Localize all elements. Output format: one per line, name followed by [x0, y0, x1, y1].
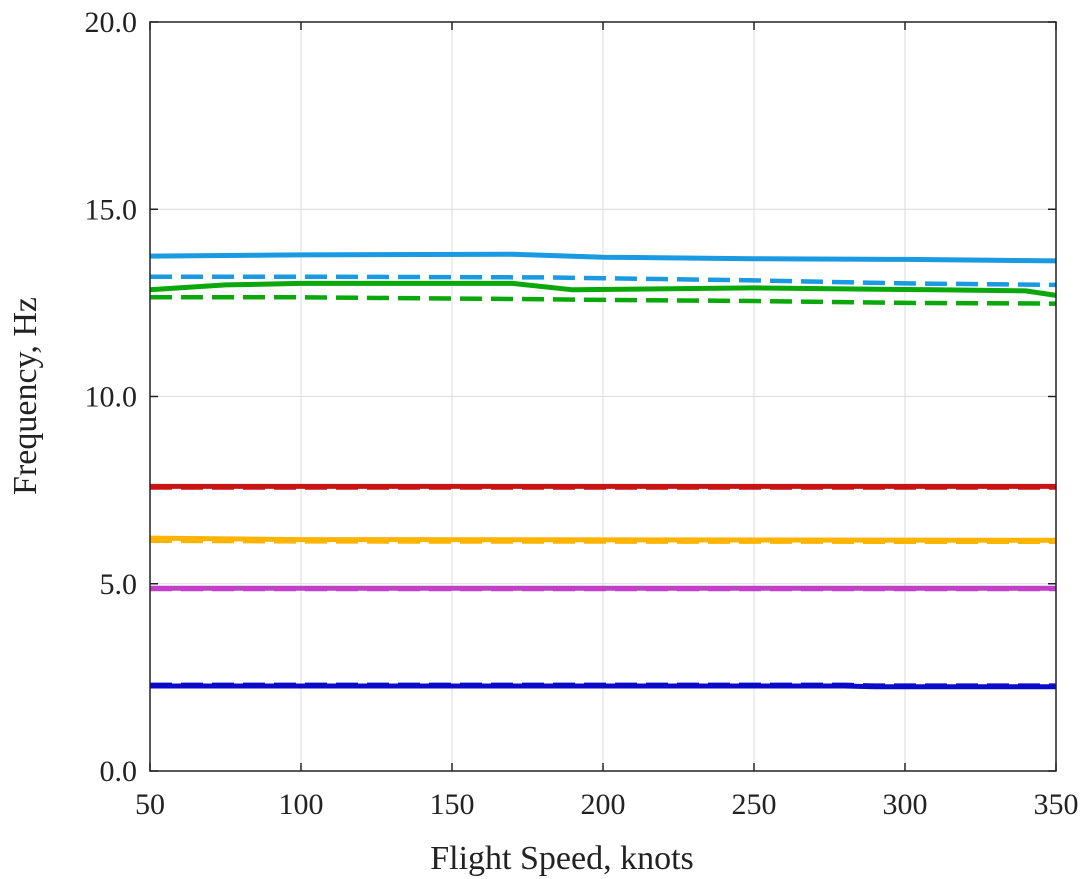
- x-axis-label: Flight Speed, knots: [430, 840, 694, 877]
- series-line-10-solid: [149, 251, 1057, 264]
- y-tick-labels: 0.0 5.0 10.0 15.0 20.0: [85, 6, 138, 788]
- series-line-11-dashed: [150, 274, 1057, 288]
- series-line-9-dashed: [150, 295, 1057, 306]
- x-tick-label: 300: [883, 788, 928, 821]
- y-tick-label: 0.0: [100, 755, 138, 788]
- y-tick-label: 10.0: [85, 381, 138, 414]
- y-tick-label: 20.0: [85, 6, 138, 39]
- series-line-8-solid: [149, 280, 1057, 298]
- series-group: [149, 251, 1057, 690]
- x-tick-label: 50: [135, 788, 165, 821]
- y-tick-label: 5.0: [100, 568, 138, 601]
- x-tick-label: 200: [581, 788, 626, 821]
- series-line-5-dashed: [149, 538, 1057, 545]
- x-tick-label: 250: [732, 788, 777, 821]
- y-axis-label: Frequency, Hz: [7, 297, 44, 495]
- series-line-1-dashed: [150, 682, 1056, 688]
- x-tick-label: 100: [279, 788, 324, 821]
- y-tick-label: 15.0: [85, 193, 138, 226]
- x-tick-labels: 50 100 150 200 250 300 350: [135, 788, 1079, 821]
- x-tick-label: 150: [430, 788, 475, 821]
- x-tick-label: 350: [1034, 788, 1079, 821]
- grid: [150, 22, 1056, 771]
- ticks-group: [149, 21, 1057, 772]
